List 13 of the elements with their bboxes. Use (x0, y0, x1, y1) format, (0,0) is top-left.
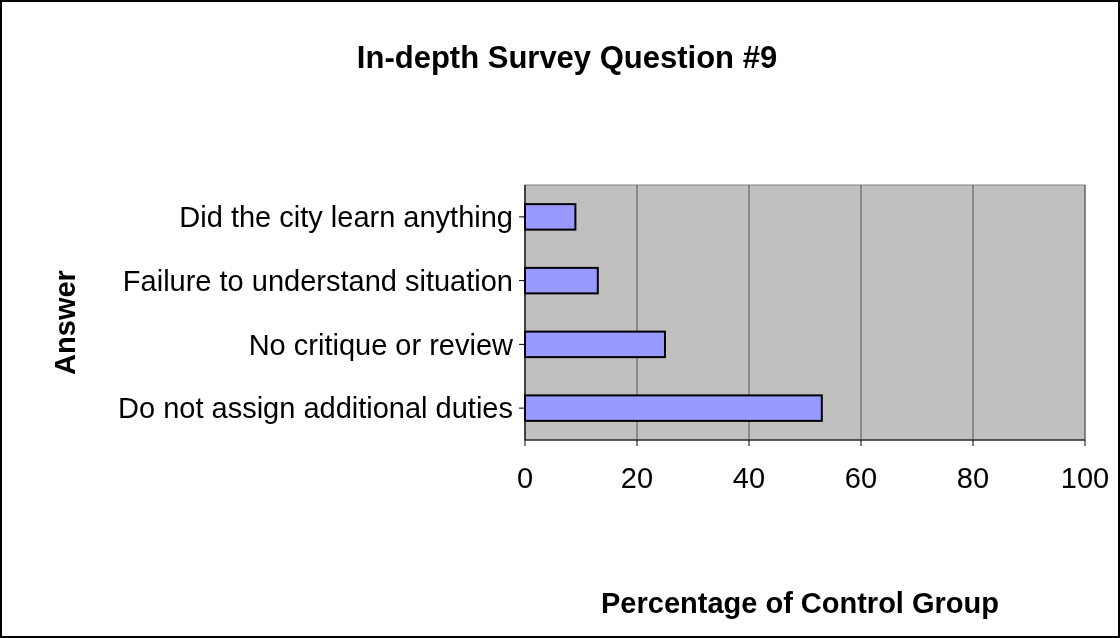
x-tick-label: 0 (516, 462, 534, 494)
chart-title: In-depth Survey Question #9 (356, 40, 778, 75)
x-tick-label: 40 (732, 462, 766, 494)
x-axis-title: Percentage of Control Group (601, 587, 999, 619)
y-tick-label: Do not assign additional duties (118, 392, 513, 425)
y-tick-label: Did the city learn anything (179, 201, 513, 234)
y-axis-title: Answer (49, 270, 81, 375)
x-tick-label: 80 (956, 462, 990, 494)
y-tick-label: Failure to understand situation (122, 264, 513, 297)
x-tick-label: 20 (620, 462, 654, 494)
y-tick-label: No critique or review (248, 328, 515, 361)
x-tick-label: 100 (1060, 462, 1110, 494)
x-tick-label: 60 (844, 462, 878, 494)
